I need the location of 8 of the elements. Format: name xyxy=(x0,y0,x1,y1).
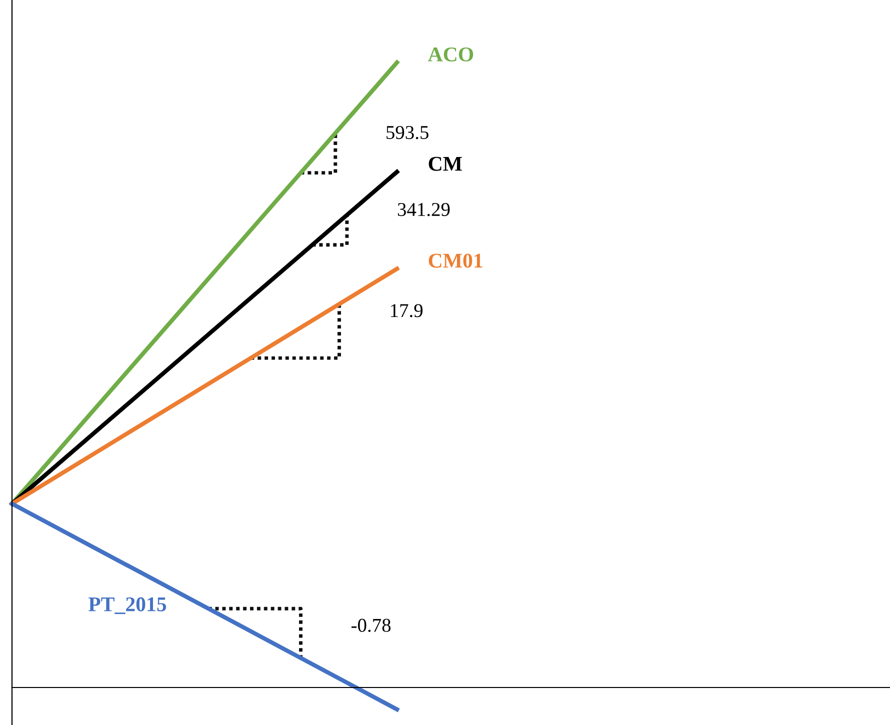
series-label: CM01 xyxy=(428,254,482,268)
annotation: 593.5 xyxy=(386,126,428,140)
series-label: ACO xyxy=(428,47,474,62)
annotation: 17.9 xyxy=(391,304,423,318)
series-label: CM xyxy=(428,156,462,171)
series-label: PT_2015 xyxy=(88,597,166,614)
annotation: 341.29 xyxy=(398,203,450,216)
annotation: -0.78 xyxy=(352,618,391,632)
